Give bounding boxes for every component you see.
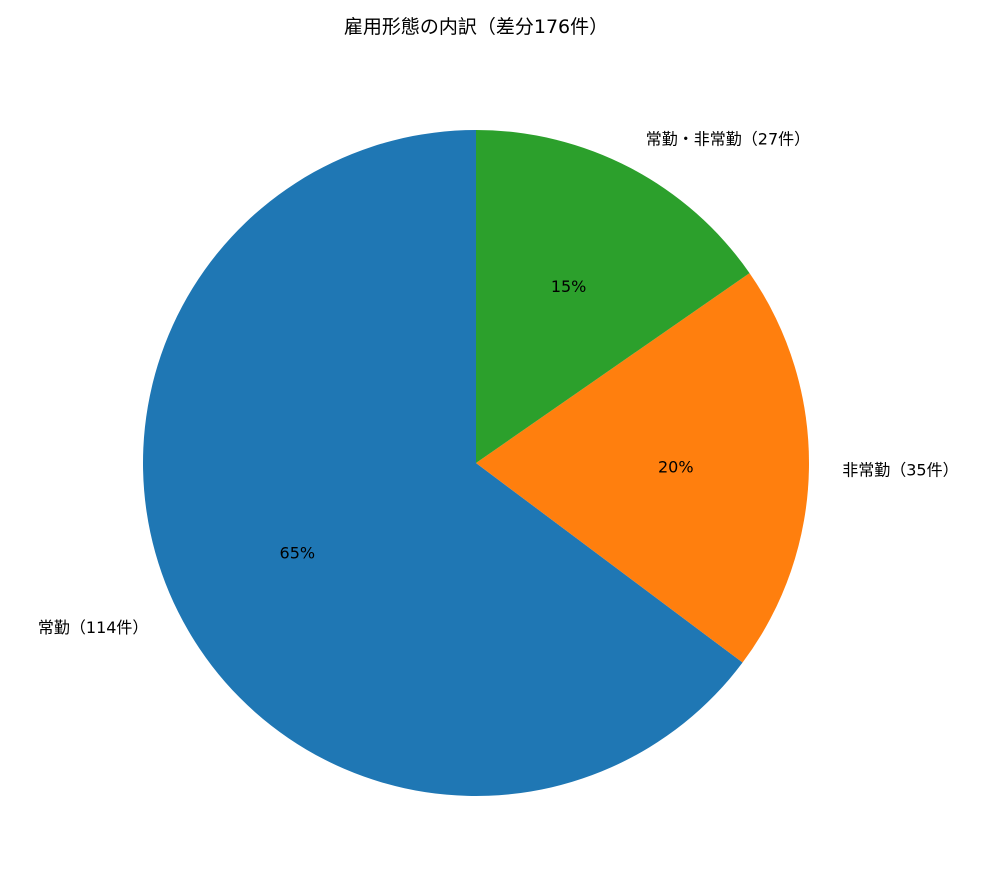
slice-label-0: 常勤（114件） xyxy=(38,618,149,637)
slice-pct-label-0: 65% xyxy=(280,543,316,562)
slice-pct-label-1: 20% xyxy=(658,458,694,477)
slice-label-1: 非常勤（35件） xyxy=(842,461,958,480)
slice-label-2: 常勤・非常勤（27件） xyxy=(646,129,810,148)
pie-slice-1 xyxy=(476,273,809,663)
pie-slice-0 xyxy=(142,130,743,796)
pie-slice-2 xyxy=(476,130,750,463)
chart-title: 雇用形態の内訳（差分176件） xyxy=(344,16,608,38)
slice-pct-label-2: 15% xyxy=(551,277,587,296)
